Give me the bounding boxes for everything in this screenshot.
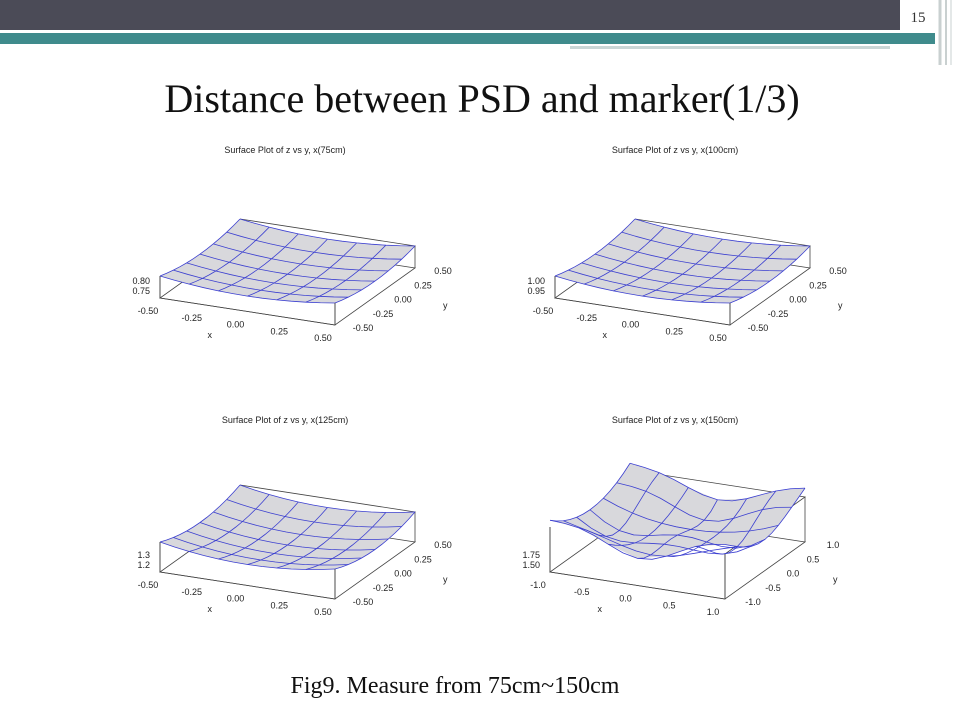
- x-tick-label: 0.25: [270, 326, 288, 336]
- surface: [160, 219, 415, 303]
- plot-title: Surface Plot of z vs y, x(125cm): [222, 415, 348, 425]
- x-tick-label: 0.0: [619, 594, 632, 604]
- y-tick-label: 0.50: [829, 266, 847, 276]
- header-bar: [0, 0, 935, 30]
- plots: Surface Plot of z vs y, x(75cm) 0.800.75 -…: [132, 145, 846, 617]
- x-tick-label: 0.50: [709, 333, 727, 343]
- box-front: [554, 276, 731, 326]
- y-tick-label: 0.5: [807, 554, 820, 564]
- surface-grid: [239, 484, 416, 513]
- y-tick-label: 0.50: [434, 540, 452, 550]
- y-tick-label: 0.50: [434, 266, 452, 276]
- surface-grid: [729, 245, 811, 304]
- x-tick-label: 0.5: [663, 600, 676, 610]
- y-axis-label: y: [443, 575, 448, 585]
- plot-title: Surface Plot of z vs y, x(150cm): [612, 415, 738, 425]
- x-tick-label: 0.50: [314, 333, 332, 343]
- x-tick-label: -0.50: [138, 306, 159, 316]
- x-tick-label: -1.0: [530, 580, 546, 590]
- y-tick-label: 1.0: [827, 540, 840, 550]
- surface-grid: [621, 231, 797, 260]
- y-axis-label: y: [833, 575, 838, 585]
- caption: Fig9. Measure from 75cm~150cm: [291, 673, 620, 699]
- box-front: [159, 542, 336, 600]
- header-line: [570, 46, 890, 49]
- slide-title: Distance between PSD and marker(1/3): [164, 76, 799, 121]
- box-front: [159, 276, 336, 326]
- y-tick-label: 0.25: [414, 554, 432, 564]
- x-axis-label: x: [208, 330, 213, 340]
- y-tick-label: -0.25: [373, 583, 394, 593]
- y-tick-label: 0.25: [414, 280, 432, 290]
- z-tick-label: 1.50: [522, 560, 540, 570]
- x-tick-label: -0.5: [574, 587, 590, 597]
- x-tick-label: 1.0: [707, 607, 720, 617]
- y-tick-label: -0.5: [765, 583, 781, 593]
- box-front: [549, 527, 726, 600]
- y-tick-label: 0.00: [789, 295, 807, 305]
- x-tick-label: 0.00: [622, 320, 640, 330]
- header-stripe: [0, 33, 935, 44]
- z-tick-label: 1.3: [137, 550, 150, 560]
- y-tick-label: -0.50: [353, 323, 374, 333]
- x-tick-label: 0.00: [227, 594, 245, 604]
- y-tick-label: -0.50: [353, 597, 374, 607]
- y-tick-label: -0.25: [373, 309, 394, 319]
- x-tick-label: -0.25: [181, 313, 202, 323]
- x-tick-label: 0.00: [227, 320, 245, 330]
- surface: [555, 219, 810, 303]
- x-tick-label: -0.50: [138, 580, 159, 590]
- plot-title: Surface Plot of z vs y, x(100cm): [612, 145, 738, 155]
- x-axis-label: x: [208, 604, 213, 614]
- x-tick-label: 0.50: [314, 607, 332, 617]
- number-box: [900, 0, 935, 30]
- surface-grid: [634, 218, 811, 247]
- x-tick-label: -0.25: [576, 313, 597, 323]
- y-axis-label: y: [838, 301, 843, 311]
- surface-grid: [629, 462, 806, 502]
- y-tick-label: 0.0: [787, 569, 800, 579]
- y-tick-label: 0.00: [394, 295, 412, 305]
- surface-grid: [239, 218, 416, 247]
- y-tick-label: 0.25: [809, 280, 827, 290]
- surface-grid: [724, 487, 806, 548]
- surface-grid: [226, 499, 402, 528]
- x-axis-label: x: [598, 604, 603, 614]
- y-axis-label: y: [443, 301, 448, 311]
- slide-number: 15: [911, 10, 926, 26]
- z-tick-label: 0.75: [132, 286, 150, 296]
- x-tick-label: 0.25: [665, 326, 683, 336]
- surface-grid: [226, 231, 402, 260]
- z-tick-label: 1.2: [137, 560, 150, 570]
- z-tick-label: 1.00: [527, 276, 545, 286]
- y-tick-label: -0.25: [768, 309, 789, 319]
- surface-grid: [334, 245, 416, 304]
- surface: [160, 485, 415, 570]
- z-tick-label: 1.75: [522, 550, 540, 560]
- x-tick-label: -0.25: [181, 587, 202, 597]
- y-tick-label: -0.50: [748, 323, 769, 333]
- x-tick-label: -0.50: [533, 306, 554, 316]
- surface-grid: [334, 511, 416, 570]
- plot-title: Surface Plot of z vs y, x(75cm): [224, 145, 345, 155]
- x-axis-label: x: [603, 330, 608, 340]
- z-tick-label: 0.80: [132, 276, 150, 286]
- z-tick-label: 0.95: [527, 286, 545, 296]
- x-tick-label: 0.25: [270, 600, 288, 610]
- surface-grid: [616, 482, 792, 522]
- y-tick-label: 0.00: [394, 569, 412, 579]
- y-tick-label: -1.0: [745, 597, 761, 607]
